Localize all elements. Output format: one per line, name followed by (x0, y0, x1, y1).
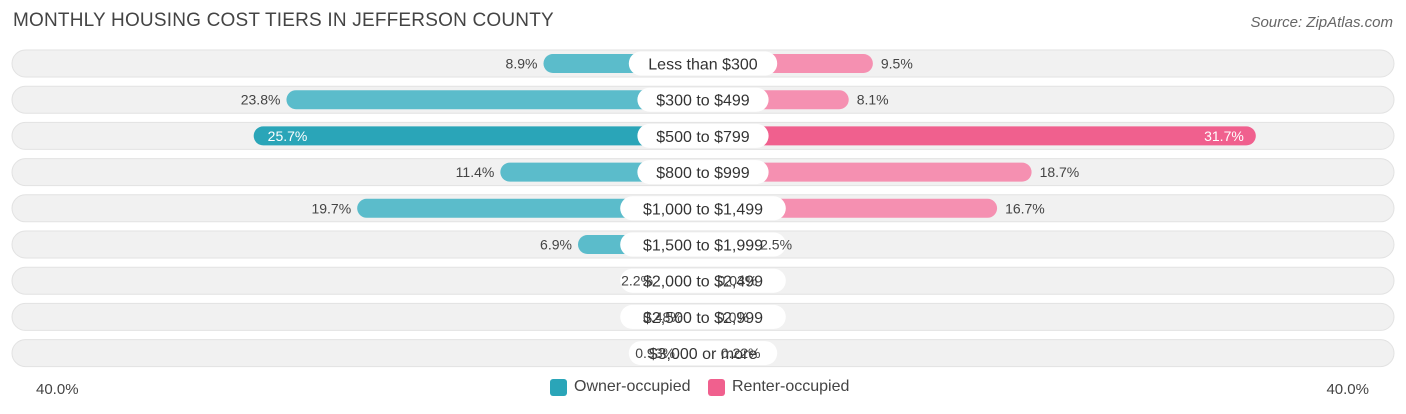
category-pill (620, 304, 786, 329)
value-label-renter: 8.1% (857, 92, 889, 108)
value-label-renter: 2.5% (760, 237, 792, 253)
value-label-owner: 19.7% (311, 200, 351, 216)
category-pill (620, 268, 786, 293)
axis-right-label: 40.0% (1326, 381, 1369, 398)
category-pill (637, 160, 769, 185)
value-label-owner: 11.4% (456, 164, 495, 180)
value-label-owner: 0.93% (635, 345, 675, 361)
legend-swatch-owner (550, 378, 567, 396)
value-label-owner: 2.2% (621, 273, 653, 289)
category-label: $1,000 to $1,499 (643, 201, 763, 218)
value-label-renter: 16.7% (1005, 200, 1045, 216)
value-label-owner: 23.8% (241, 92, 281, 108)
bar-renter (703, 162, 1032, 182)
bar-owner (286, 90, 703, 110)
category-label: Less than $300 (648, 57, 758, 74)
bar-renter (703, 126, 1256, 146)
category-pill (620, 196, 786, 221)
legend-swatch-renter (708, 378, 725, 396)
category-label: $800 to $999 (656, 165, 750, 182)
category-label: $500 to $799 (656, 129, 750, 146)
value-label-owner: 25.7% (268, 128, 308, 144)
category-label: $1,500 to $1,999 (643, 238, 763, 255)
legend-label-owner: Owner-occupied (574, 378, 691, 395)
value-label-renter: 0.03% (718, 273, 758, 289)
category-pill (628, 341, 778, 366)
legend: Owner-occupied Renter-occupied (0, 378, 1406, 400)
category-pill (637, 87, 769, 112)
value-label-owner: 8.9% (506, 56, 538, 72)
category-pill (628, 51, 778, 76)
value-label-owner: 6.9% (540, 237, 572, 253)
value-label-owner: 0.48% (643, 309, 683, 325)
category-label: $2,500 to $2,999 (643, 310, 763, 327)
legend-item-owner: Owner-occupied (550, 378, 691, 396)
bar-owner (357, 198, 703, 218)
category-label: $300 to $499 (656, 93, 750, 110)
value-label-renter: 18.7% (1040, 164, 1080, 180)
value-label-renter: 31.7% (1204, 128, 1244, 144)
category-label: $3,000 or more (649, 346, 758, 363)
category-pill (637, 123, 769, 148)
legend-label-renter: Renter-occupied (732, 378, 850, 395)
value-label-renter: 0.0% (717, 309, 749, 325)
bar-owner (253, 126, 704, 146)
value-label-renter: 0.22% (721, 345, 761, 361)
chart-source: Source: ZipAtlas.com (1250, 14, 1393, 31)
category-label: $2,000 to $2,499 (643, 274, 763, 291)
value-label-renter: 9.5% (881, 56, 913, 72)
legend-item-renter: Renter-occupied (708, 378, 849, 396)
axis-left-label: 40.0% (36, 381, 79, 398)
category-pill (620, 232, 786, 257)
chart-title: MONTHLY HOUSING COST TIERS IN JEFFERSON … (13, 10, 554, 31)
